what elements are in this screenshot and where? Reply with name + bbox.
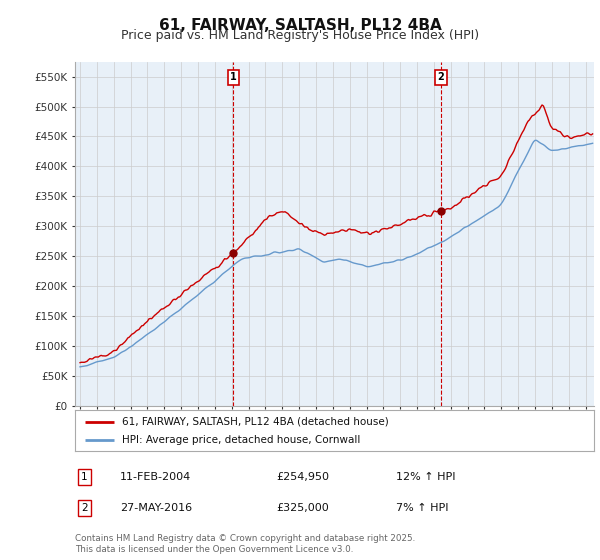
Text: £254,950: £254,950 (276, 472, 329, 482)
Text: 2: 2 (81, 503, 88, 513)
Text: HPI: Average price, detached house, Cornwall: HPI: Average price, detached house, Corn… (122, 435, 360, 445)
Text: 27-MAY-2016: 27-MAY-2016 (120, 503, 192, 513)
Text: 12% ↑ HPI: 12% ↑ HPI (396, 472, 455, 482)
Text: 61, FAIRWAY, SALTASH, PL12 4BA (detached house): 61, FAIRWAY, SALTASH, PL12 4BA (detached… (122, 417, 388, 427)
Text: 1: 1 (81, 472, 88, 482)
Text: 2: 2 (437, 72, 444, 82)
Text: Contains HM Land Registry data © Crown copyright and database right 2025.
This d: Contains HM Land Registry data © Crown c… (75, 534, 415, 554)
Text: 61, FAIRWAY, SALTASH, PL12 4BA: 61, FAIRWAY, SALTASH, PL12 4BA (158, 18, 442, 33)
Text: 7% ↑ HPI: 7% ↑ HPI (396, 503, 449, 513)
Text: Price paid vs. HM Land Registry's House Price Index (HPI): Price paid vs. HM Land Registry's House … (121, 29, 479, 42)
Text: £325,000: £325,000 (276, 503, 329, 513)
Text: 11-FEB-2004: 11-FEB-2004 (120, 472, 191, 482)
Text: 1: 1 (230, 72, 237, 82)
